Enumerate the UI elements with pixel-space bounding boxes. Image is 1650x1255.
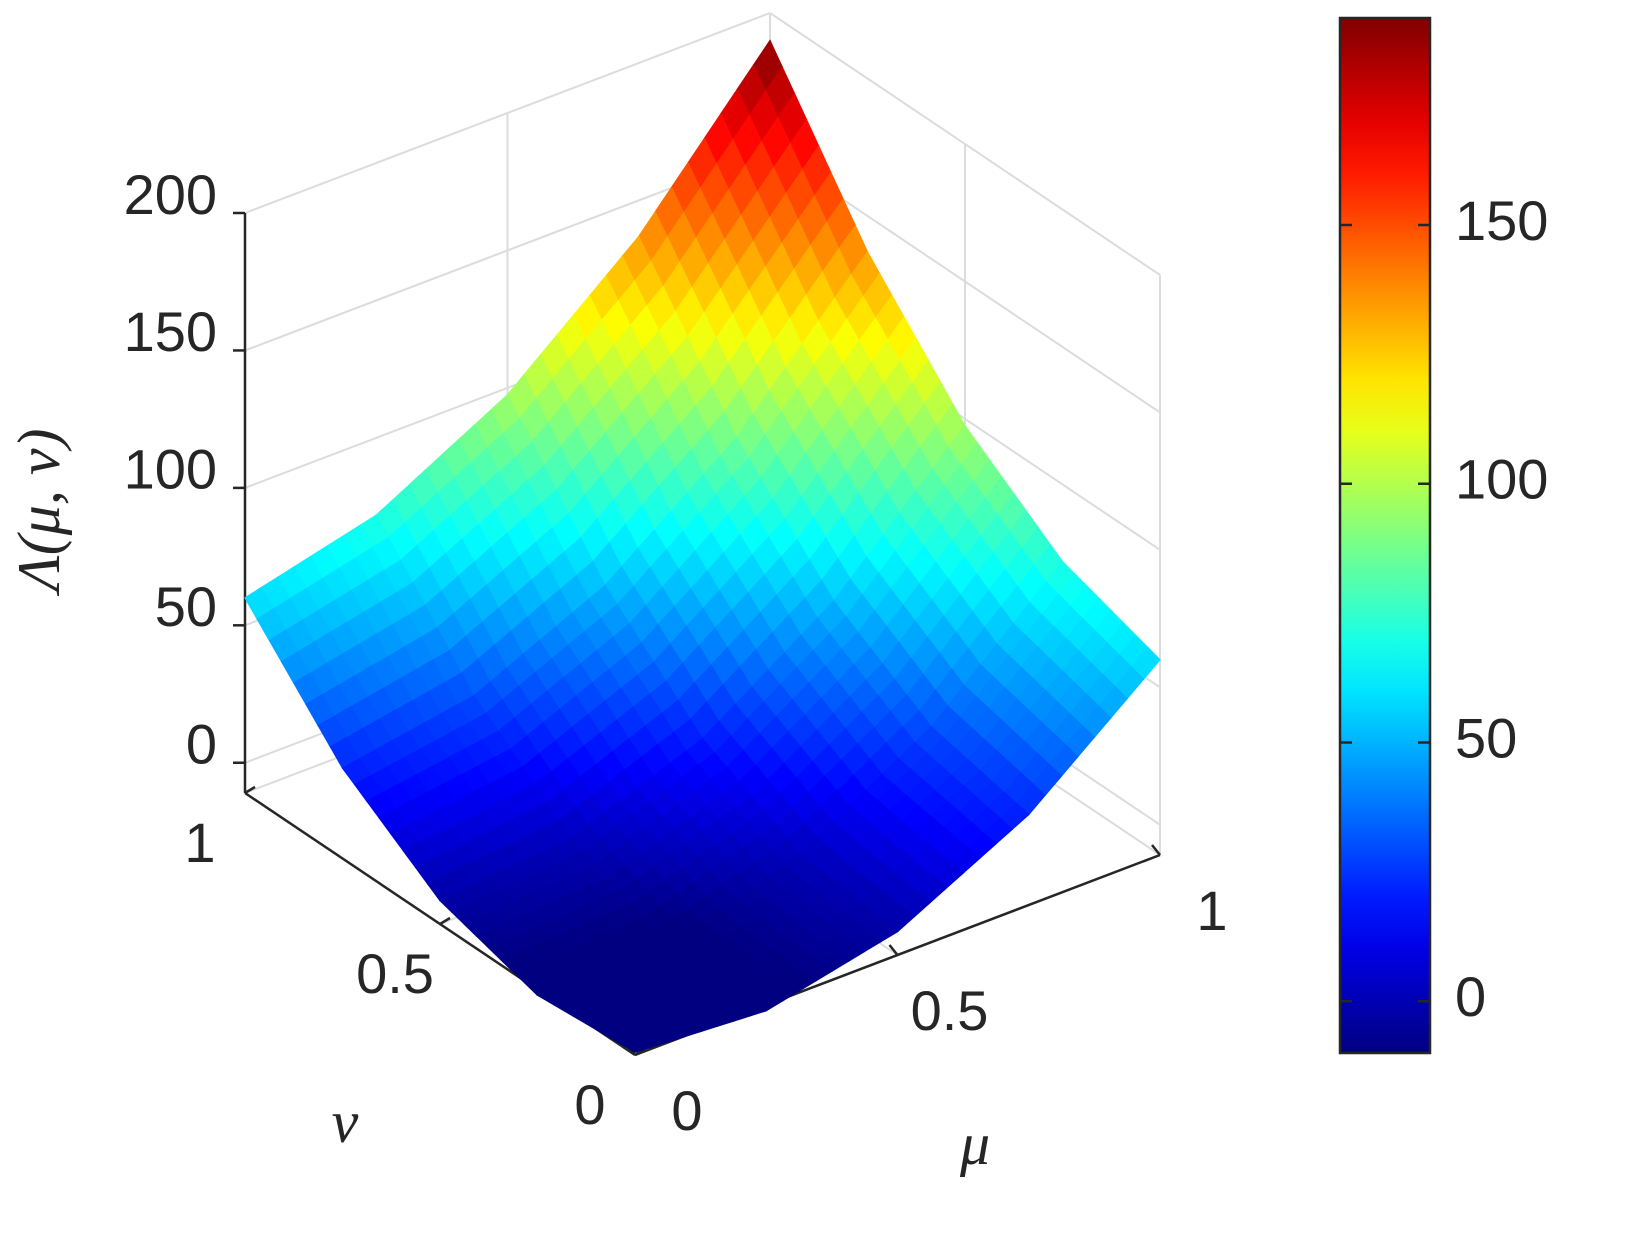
z-tick-label: 0	[186, 713, 217, 776]
x-tick-label: 1	[1196, 879, 1227, 942]
y-tick	[244, 785, 256, 795]
z-axis-label: Λ(μ, ν)	[6, 429, 72, 597]
colorbar-tick-label: 100	[1455, 448, 1548, 511]
colorbar-tick-label: 0	[1455, 965, 1486, 1028]
colorbar-tick-label: 50	[1455, 706, 1517, 769]
x-axis-label: μ	[959, 1111, 990, 1177]
surface-patch	[621, 1039, 653, 1053]
z-tick-label: 200	[124, 163, 217, 226]
y-tick-label: 1	[184, 811, 215, 874]
z-tick-label: 100	[124, 438, 217, 501]
x-tick-label: 0	[671, 1079, 702, 1142]
z-tick-label: 50	[155, 575, 217, 638]
x-tick	[888, 944, 899, 956]
x-tick-label: 0.5	[911, 979, 989, 1042]
y-tick-label: 0	[574, 1073, 605, 1136]
y-tick	[439, 916, 451, 926]
z-tick-label: 150	[124, 300, 217, 363]
y-tick-label: 0.5	[356, 942, 434, 1005]
colorbar	[1338, 16, 1432, 1055]
colorbar-tick-label: 150	[1455, 189, 1548, 252]
x-tick	[1151, 844, 1161, 856]
surface	[244, 39, 1161, 1053]
y-axis-label: ν	[332, 1089, 359, 1155]
